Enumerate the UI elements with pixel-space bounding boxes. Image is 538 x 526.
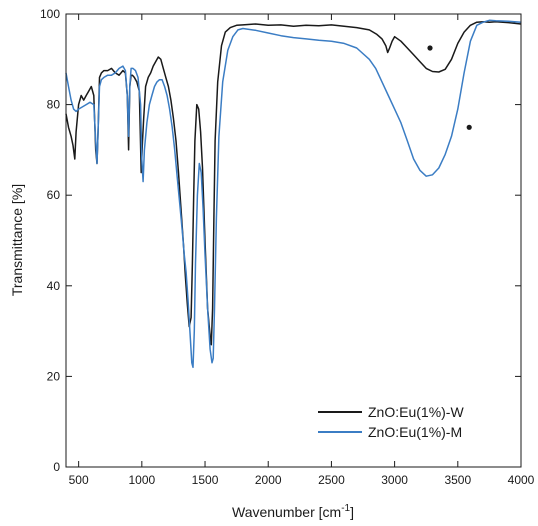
x-axis-ticks: 500 1000 1500 2000 2500 3000 3500 4000 [69,14,535,487]
legend: ZnO:Eu(1%)-W ZnO:Eu(1%)-M [318,404,464,440]
plot-frame [65,13,522,468]
legend-label-series-1: ZnO:Eu(1%)-W [368,404,464,420]
x-tick-label: 3000 [381,473,408,487]
y-tick-label: 100 [40,7,60,21]
y-tick-label: 60 [47,188,61,202]
plot-area [66,14,521,467]
x-tick-label: 2000 [255,473,282,487]
y-tick-label: 20 [47,369,61,383]
x-tick-label: 3500 [444,473,471,487]
x-axis-title: Wavenumber [cm-1] [232,503,354,520]
marker-layer [427,45,472,130]
x-axis-title-main: Wavenumber [cm [232,504,341,520]
legend-label-series-2: ZnO:Eu(1%)-M [368,424,462,440]
x-axis-title-superscript: -1 [341,503,350,514]
x-tick-label: 4000 [508,473,535,487]
y-tick-label: 40 [47,279,61,293]
x-tick-label: 2500 [318,473,345,487]
marker-dot-1 [427,45,433,51]
y-tick-label: 80 [47,98,61,112]
y-tick-label: 0 [53,460,60,474]
y-axis-title: Transmittance [%] [9,184,25,296]
x-tick-label: 500 [69,473,89,487]
x-tick-label: 1500 [192,473,219,487]
series-layer [65,19,522,369]
series-line-1 [65,20,522,346]
series-line-2 [65,19,522,369]
x-tick-label: 1000 [128,473,155,487]
marker-dot-2 [466,124,472,130]
y-axis-ticks: 0 20 40 60 80 100 [40,7,521,474]
x-axis-title-close: ] [350,504,354,520]
